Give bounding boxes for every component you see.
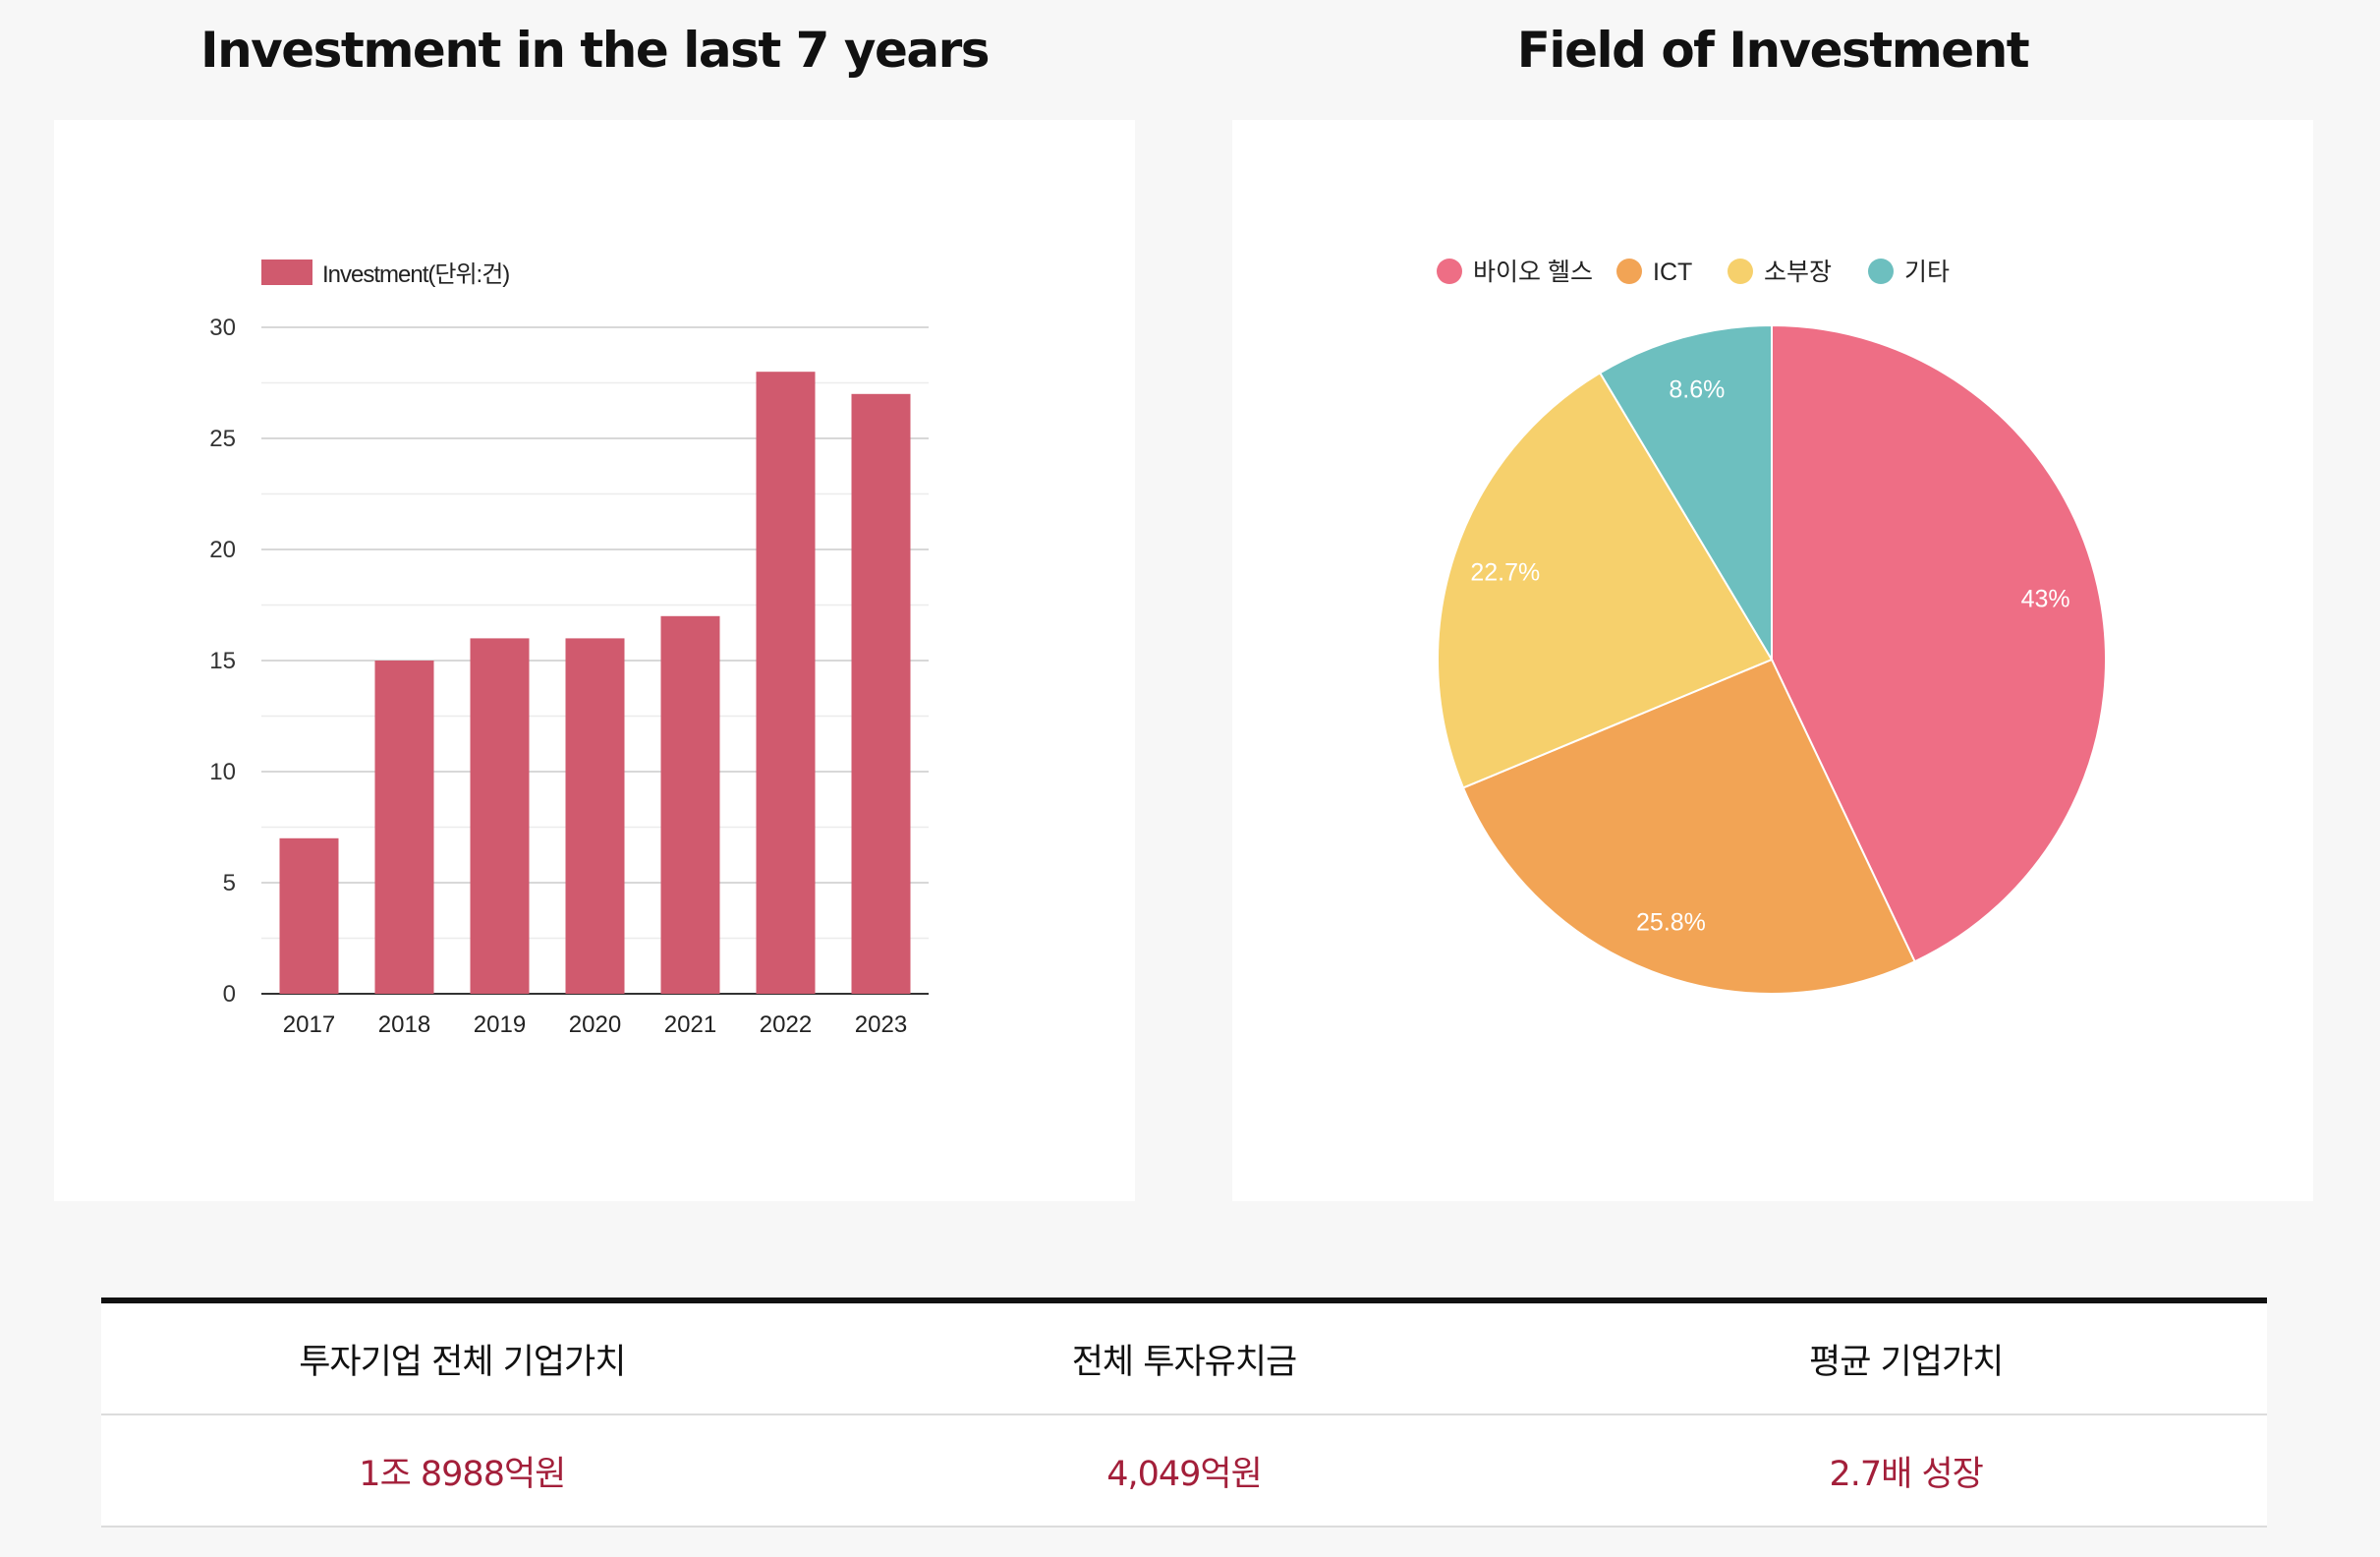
pie-slice-2: [1437, 371, 1774, 789]
x-tick-label: 2021: [664, 1011, 716, 1038]
summary-header-total-funding: 전체 투자유치금: [1071, 1342, 1298, 1382]
bar-2020: [565, 638, 625, 994]
bar-2022: [756, 372, 816, 994]
y-tick-label: 25: [209, 426, 236, 452]
pie-legend-swatch: [1868, 259, 1894, 284]
x-tick-label: 2020: [569, 1011, 621, 1038]
pie-slice-3: [1598, 323, 1773, 663]
y-tick-label: 20: [209, 537, 236, 563]
pie-value-label: 43%: [2021, 585, 2070, 612]
x-tick-label: 2023: [855, 1011, 907, 1038]
pie-legend-label: 기타: [1904, 259, 1950, 286]
bar-2023: [851, 393, 911, 994]
pie-legend-label: 바이오 헬스: [1473, 259, 1593, 286]
bar-chart-title: Investment in the last 7 years: [199, 22, 991, 79]
y-tick-label: 5: [223, 870, 236, 896]
investment-summary-table: 투자기업 전체 기업가치 전체 투자유치금 평균 기업가치 1조 8988억원 …: [101, 1298, 2267, 1528]
x-tick-label: 2019: [474, 1011, 526, 1038]
x-tick-label: 2018: [378, 1011, 430, 1038]
pie-value-label: 22.7%: [1470, 559, 1540, 587]
bar-2019: [470, 638, 530, 994]
legend-label: Investment(단위:건): [322, 261, 509, 288]
y-tick-label: 30: [209, 315, 236, 341]
bar-chart: 0 5 10 15 20 25 30 2017 2018 2019 2020 2021 2022 2023…: [209, 260, 929, 1038]
pie-chart-panel: 43% 25.8% 22.7% 8.6% 바이오 헬스 ICT 소부장 기타: [1232, 120, 2313, 1201]
summary-header-row: 투자기업 전체 기업가치 전체 투자유치금 평균 기업가치: [101, 1303, 2267, 1415]
pie-chart-title: Field of Investment: [1516, 22, 2030, 79]
pie-legend-swatch: [1437, 259, 1462, 284]
y-tick-label: 10: [209, 759, 236, 785]
pie-slice-0: [1771, 323, 2107, 963]
pie-legend-label: 소부장: [1764, 259, 1832, 286]
pie-chart: 43% 25.8% 22.7% 8.6% 바이오 헬스 ICT 소부장 기타: [1437, 259, 2107, 995]
summary-header-total-value: 투자기업 전체 기업가치: [299, 1342, 626, 1382]
summary-header-average-value: 평균 기업가치: [1809, 1342, 2004, 1382]
x-tick-label: 2017: [283, 1011, 335, 1038]
x-tick-label: 2022: [760, 1011, 812, 1038]
bar-2018: [374, 661, 434, 994]
pie-legend-swatch: [1728, 259, 1753, 284]
pie-legend-swatch: [1616, 259, 1642, 284]
bar-2017: [279, 837, 339, 994]
bar-2021: [660, 615, 720, 994]
y-tick-label: 0: [223, 981, 236, 1008]
y-tick-label: 15: [209, 648, 236, 674]
pie-value-label: 8.6%: [1669, 376, 1725, 404]
pie-value-label: 25.8%: [1636, 909, 1706, 937]
bar-chart-panel: 0 5 10 15 20 25 30 2017 2018 2019 2020 2021 2022 2023…: [54, 120, 1135, 1201]
legend-swatch: [261, 260, 312, 285]
summary-value-total-value: 1조 8988억원: [359, 1454, 566, 1494]
summary-value-total-funding: 4,049억원: [1106, 1454, 1263, 1494]
summary-value-row: 1조 8988억원 4,049억원 2.7배 성장: [101, 1415, 2267, 1528]
summary-value-average-value: 2.7배 성장: [1829, 1454, 1983, 1494]
pie-slice-1: [1461, 658, 1916, 995]
pie-legend-label: ICT: [1653, 259, 1692, 286]
